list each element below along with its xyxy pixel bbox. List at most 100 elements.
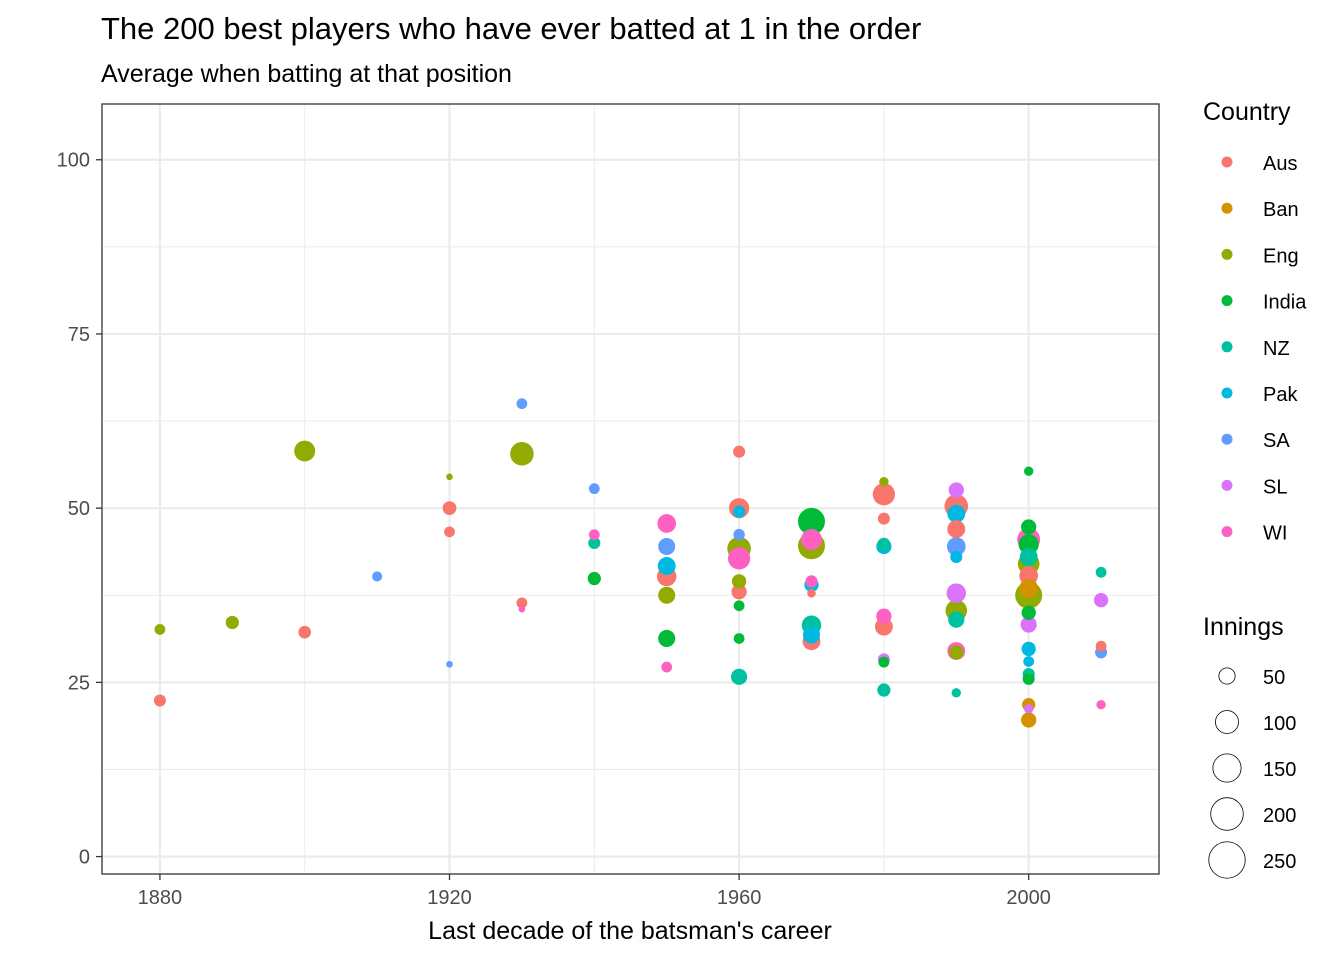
data-point-sa [516, 398, 528, 410]
data-point-nz [948, 611, 965, 628]
data-point-eng [658, 586, 676, 604]
color-legend: Country Aus Ban Eng India NZ Pak SA SL WI [1203, 98, 1307, 545]
size-legend-key [1212, 753, 1242, 783]
legend-key-pak [1221, 387, 1233, 399]
legend-key-ban [1221, 202, 1233, 214]
data-point-aus [444, 526, 455, 538]
legend-label-sl: SL [1263, 476, 1287, 498]
y-tick-label: 100 [57, 150, 90, 172]
data-point-aus [807, 588, 816, 598]
data-point-pak [947, 504, 966, 523]
data-point-eng [294, 440, 316, 462]
grid-major [102, 104, 1159, 874]
data-point-pak [1021, 641, 1036, 657]
data-point-nz [951, 688, 961, 698]
y-axis: 0 25 50 75 100 [57, 150, 102, 869]
color-legend-title: Country [1203, 98, 1291, 126]
data-point-sl [948, 482, 964, 498]
data-point-aus [947, 520, 966, 539]
data-point-eng [225, 615, 239, 630]
legend-label-aus: Aus [1263, 153, 1297, 175]
data-point-eng [879, 477, 889, 487]
legend-key-wi [1221, 526, 1233, 538]
data-point-wi [1096, 699, 1106, 710]
size-legend: Innings 50 100 150 200 250 [1203, 613, 1296, 879]
data-point-nz [877, 683, 891, 697]
x-axis: 1880 1920 1960 2000 [138, 874, 1051, 909]
data-point-sl [1020, 616, 1037, 633]
data-point-aus [153, 694, 166, 707]
chart-subtitle: Average when batting at that position [101, 60, 512, 88]
plot-panel [101, 103, 1160, 875]
data-point-sl [946, 583, 967, 603]
data-point-aus [733, 445, 746, 458]
legend-key-eng [1221, 248, 1233, 260]
data-point-eng [446, 473, 453, 481]
data-points [153, 398, 1109, 728]
data-point-india [878, 656, 890, 668]
data-point-aus [298, 625, 312, 639]
y-tick-label: 0 [79, 847, 90, 869]
data-point-wi [727, 547, 751, 570]
data-point-india [733, 633, 745, 644]
data-point-wi [801, 529, 822, 550]
data-point-wi [518, 605, 526, 613]
data-point-ban [1019, 578, 1039, 598]
data-point-pak [657, 557, 676, 575]
legend-key-nz [1221, 341, 1233, 353]
data-point-sl [1093, 593, 1109, 608]
panel-background [102, 104, 1159, 874]
x-tick-label: 1880 [138, 887, 183, 909]
data-point-sa [372, 571, 383, 582]
y-tick-label: 75 [68, 324, 90, 346]
data-point-nz [588, 536, 601, 550]
data-point-pak [1023, 656, 1035, 667]
size-legend-key [1215, 710, 1239, 734]
legend-key-sa [1221, 433, 1233, 445]
legend-key-aus [1221, 156, 1233, 168]
data-point-nz [730, 668, 748, 685]
data-point-sa [946, 537, 966, 556]
data-point-sa [658, 537, 676, 556]
data-point-india [1024, 466, 1034, 476]
size-legend-label: 200 [1263, 805, 1296, 827]
x-tick-label: 2000 [1006, 887, 1051, 909]
data-point-sa [733, 528, 745, 541]
y-tick-label: 50 [68, 498, 90, 520]
size-legend-label: 250 [1263, 851, 1296, 873]
data-point-sl [1024, 704, 1034, 714]
data-point-india [797, 507, 825, 535]
data-point-india [1022, 672, 1035, 685]
data-point-india [1021, 519, 1037, 535]
x-axis-label: Last decade of the batsman's career [428, 917, 832, 945]
data-point-nz [877, 537, 891, 552]
data-point-nz [1095, 566, 1107, 578]
size-legend-key [1210, 797, 1244, 831]
data-point-aus [1095, 640, 1107, 652]
data-point-aus [731, 584, 747, 600]
data-point-india [1018, 534, 1039, 555]
data-point-wi [805, 575, 818, 588]
size-legend-title: Innings [1203, 613, 1284, 641]
legend-key-sl [1221, 479, 1233, 491]
legend-label-pak: Pak [1263, 384, 1298, 406]
size-legend-label: 150 [1263, 759, 1296, 781]
data-point-eng [731, 574, 747, 589]
data-point-india [587, 571, 601, 586]
x-tick-label: 1960 [717, 887, 762, 909]
data-point-india [733, 600, 745, 612]
data-point-aus [872, 483, 896, 506]
data-point-sa [446, 660, 453, 668]
data-point-aus [877, 512, 890, 525]
size-legend-key [1208, 841, 1246, 879]
data-point-aus [516, 597, 528, 609]
grid-minor [102, 104, 1159, 874]
data-point-wi [876, 608, 892, 624]
data-point-india [1021, 605, 1036, 620]
chart-title: The 200 best players who have ever batte… [101, 11, 921, 46]
legend-label-ban: Ban [1263, 199, 1299, 221]
data-point-eng [510, 442, 534, 466]
legend-label-wi: WI [1263, 523, 1287, 545]
legend-label-sa: SA [1263, 430, 1290, 452]
